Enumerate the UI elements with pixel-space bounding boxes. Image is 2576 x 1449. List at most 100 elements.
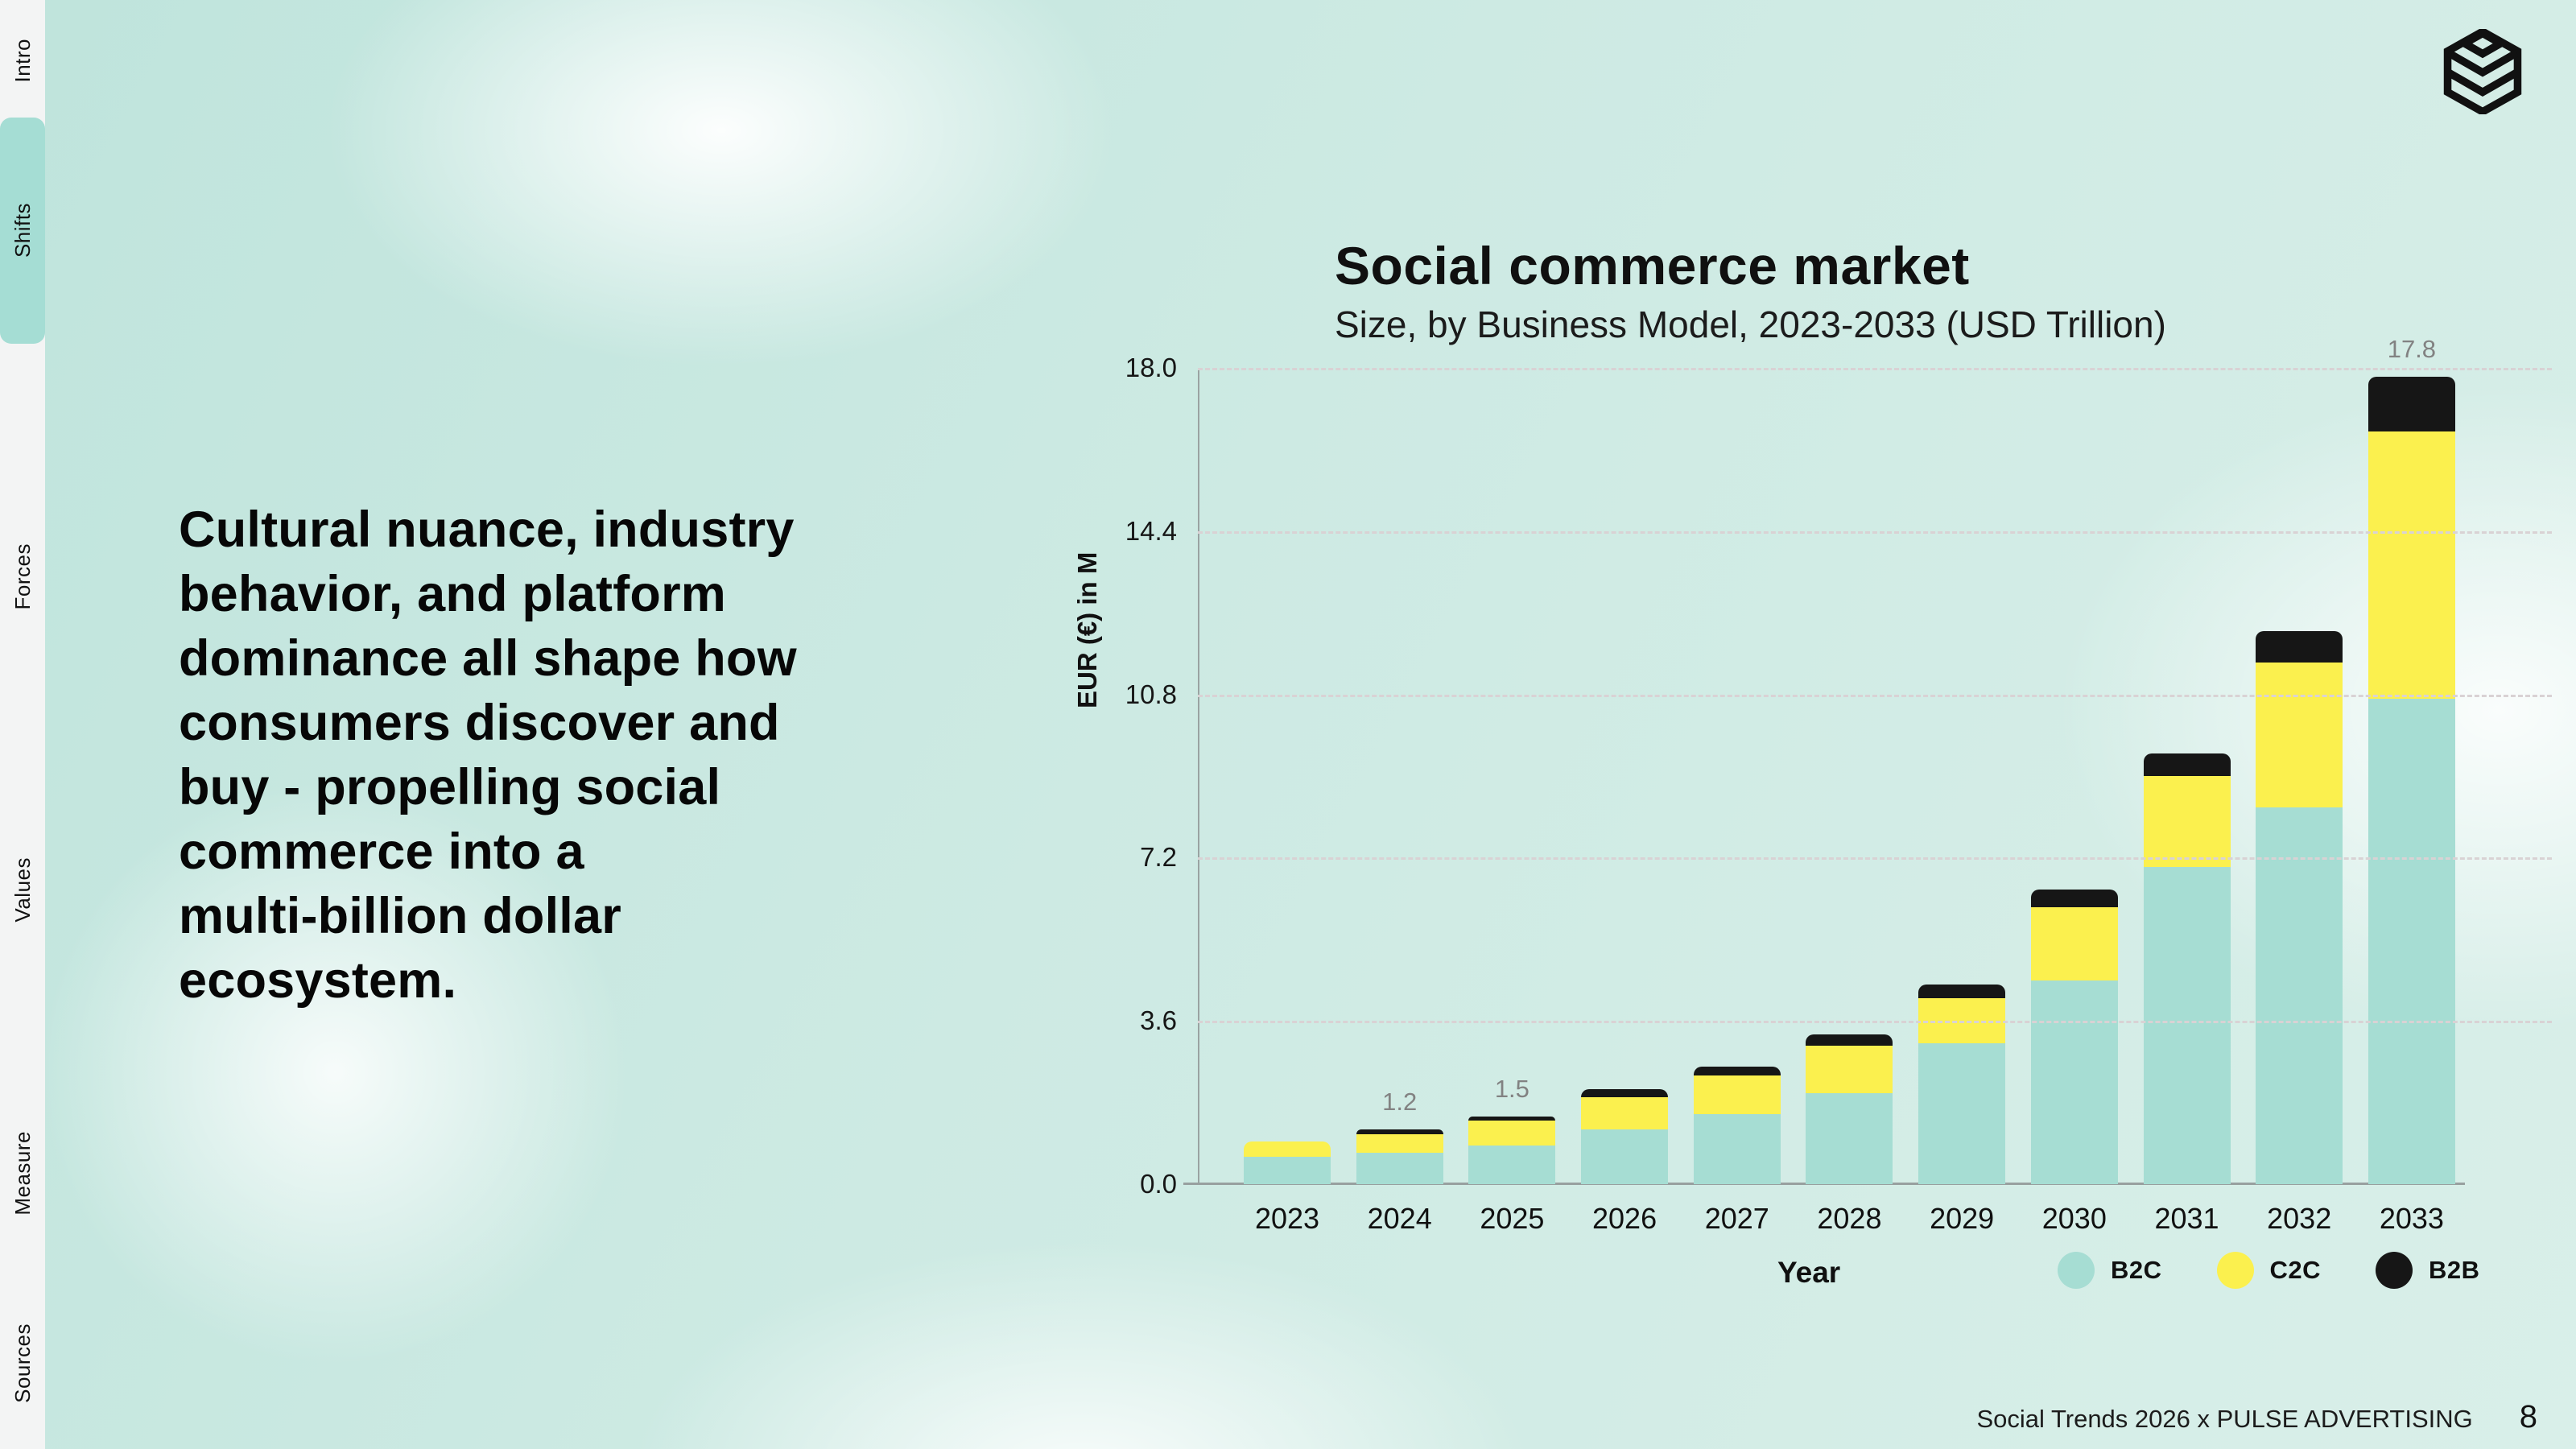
legend-label: B2B bbox=[2429, 1256, 2480, 1284]
legend-label: C2C bbox=[2269, 1256, 2322, 1284]
bar-segment-b2b bbox=[1581, 1088, 1669, 1097]
sidebar-item-forces[interactable]: Forces bbox=[0, 448, 45, 705]
sidebar-item-values[interactable]: Values bbox=[0, 761, 45, 1018]
y-tick-label: 0.0 bbox=[1140, 1169, 1177, 1199]
chart-title: Social commerce market bbox=[1335, 236, 1970, 295]
bar-segment-b2c bbox=[1918, 1043, 2006, 1184]
chart-subtitle: Size, by Business Model, 2023-2033 (USD … bbox=[1335, 303, 2166, 345]
bar-value-label: 1.2 bbox=[1382, 1088, 1418, 1117]
y-tick-label: 7.2 bbox=[1140, 842, 1177, 873]
bar-segment-b2b bbox=[1356, 1129, 1443, 1135]
bar-segment-c2c bbox=[2368, 431, 2455, 700]
y-tick-label: 3.6 bbox=[1140, 1005, 1177, 1036]
bar-segment-b2c bbox=[1244, 1157, 1331, 1184]
bar-segment-b2c bbox=[2030, 980, 2118, 1184]
footer-credit: Social Trends 2026 x PULSE ADVERTISING bbox=[1976, 1405, 2473, 1433]
bar-segment-b2c bbox=[2368, 699, 2455, 1184]
bar-value-label: 1.5 bbox=[1494, 1074, 1530, 1103]
bar-segment-c2c bbox=[1693, 1075, 1781, 1114]
sidebar-item-label: Shifts bbox=[10, 203, 35, 258]
sidebar-item-sources[interactable]: Sources bbox=[0, 1277, 45, 1449]
pulse-logo bbox=[2438, 27, 2528, 117]
x-tick-label: 2025 bbox=[1480, 1202, 1545, 1235]
x-tick-label: 2026 bbox=[1592, 1202, 1657, 1235]
headline-line: behavior, and platform bbox=[179, 566, 727, 622]
gridline bbox=[1198, 857, 2552, 861]
bar-segment-c2c bbox=[1356, 1134, 1443, 1153]
bar-segment-b2c bbox=[1806, 1093, 1893, 1184]
bar-segment-c2c bbox=[2256, 663, 2343, 808]
headline-line: dominance all shape how bbox=[179, 630, 797, 687]
y-tick-label: 14.4 bbox=[1125, 515, 1177, 546]
y-tick-label: 18.0 bbox=[1125, 353, 1177, 382]
page-number: 8 bbox=[2519, 1399, 2537, 1435]
sidebar-item-measure[interactable]: Measure bbox=[0, 1045, 45, 1301]
x-tick-label: 2023 bbox=[1254, 1202, 1320, 1235]
sidebar-item-label: Sources bbox=[10, 1323, 35, 1403]
legend-swatch-icon bbox=[2216, 1252, 2254, 1289]
bar-2032: 2032 bbox=[2256, 368, 2343, 1235]
headline-line: buy - propelling social bbox=[179, 759, 721, 815]
sidebar: Intro Shifts Forces Values Measure Sources bbox=[0, 0, 45, 1449]
bar-segment-c2c bbox=[1806, 1046, 1893, 1094]
footer: Social Trends 2026 x PULSE ADVERTISING 8 bbox=[1976, 1399, 2537, 1435]
headline: Cultural nuance, industry behavior, and p… bbox=[179, 497, 1032, 1013]
chart-legend: B2C C2C B2B bbox=[2058, 1249, 2480, 1291]
bar-2025: 1.5 2025 bbox=[1468, 368, 1556, 1235]
bar-segment-b2b bbox=[1468, 1116, 1556, 1121]
legend-swatch-icon bbox=[2058, 1252, 2095, 1289]
sidebar-item-shifts[interactable]: Shifts bbox=[0, 118, 45, 344]
bar-2030: 2030 bbox=[2030, 368, 2118, 1235]
gridline bbox=[1198, 1021, 2552, 1024]
headline-line: consumers discover and bbox=[179, 695, 780, 751]
legend-item-b2c: B2C bbox=[2058, 1252, 2162, 1289]
bar-2024: 1.2 2024 bbox=[1356, 368, 1443, 1235]
sidebar-item-label: Intro bbox=[10, 38, 35, 83]
sidebar-item-label: Values bbox=[10, 857, 35, 923]
sidebar-item-intro[interactable]: Intro bbox=[0, 0, 45, 121]
bar-segment-c2c bbox=[1581, 1096, 1669, 1130]
bar-2023: 2023 bbox=[1244, 368, 1331, 1235]
headline-line: commerce into a bbox=[179, 824, 584, 880]
bar-2026: 2026 bbox=[1581, 368, 1669, 1235]
legend-item-c2c: C2C bbox=[2216, 1252, 2322, 1289]
legend-item-b2b: B2B bbox=[2376, 1252, 2480, 1289]
stacked-cube-icon bbox=[2443, 27, 2522, 117]
bar-segment-b2c bbox=[2256, 807, 2343, 1184]
bar-2031: 2031 bbox=[2143, 368, 2231, 1235]
headline-line: multi-billion dollar bbox=[179, 888, 621, 944]
x-axis-label: Year bbox=[1777, 1256, 1841, 1289]
bar-segment-b2b bbox=[2030, 889, 2118, 908]
headline-line: Cultural nuance, industry bbox=[179, 502, 795, 558]
bar-segment-b2b bbox=[1693, 1066, 1781, 1075]
headline-line: ecosystem. bbox=[179, 952, 457, 1009]
bar-group: 2023 1.2 2024 1.5 2025 2026 2027 2028 2029 2030 20… bbox=[1244, 335, 2455, 1235]
bar-2028: 2028 bbox=[1806, 368, 1893, 1235]
bar-value-label: 17.8 bbox=[2387, 335, 2437, 364]
y-axis-line bbox=[1198, 368, 1199, 1184]
gridline bbox=[1198, 530, 2552, 534]
gridline bbox=[1198, 694, 2552, 697]
gridline bbox=[1198, 368, 2552, 370]
bar-segment-b2c bbox=[1356, 1152, 1443, 1184]
bar-segment-c2c bbox=[1244, 1141, 1331, 1158]
x-tick-label: 2027 bbox=[1704, 1202, 1769, 1235]
sidebar-item-label: Forces bbox=[10, 543, 35, 610]
bar-segment-b2b bbox=[2256, 630, 2343, 663]
bar-segment-b2c bbox=[1693, 1113, 1781, 1184]
bar-segment-b2c bbox=[1468, 1146, 1556, 1184]
x-tick-label: 2031 bbox=[2154, 1202, 2219, 1235]
plot-area: 2023 1.2 2024 1.5 2025 2026 2027 2028 2029 2030 20… bbox=[1183, 335, 2552, 1235]
x-tick-label: 2028 bbox=[1817, 1202, 1882, 1235]
bar-segment-b2b bbox=[1806, 1034, 1893, 1046]
bar-segment-b2b bbox=[1918, 985, 2006, 999]
bar-segment-c2c bbox=[2143, 776, 2231, 867]
x-tick-label: 2032 bbox=[2267, 1202, 2332, 1235]
sidebar-item-label: Measure bbox=[10, 1130, 35, 1216]
x-tick-label: 2030 bbox=[2041, 1202, 2107, 1235]
bar-segment-b2c bbox=[2143, 866, 2231, 1184]
bar-segment-c2c bbox=[1468, 1121, 1556, 1146]
bar-2027: 2027 bbox=[1693, 368, 1781, 1235]
bar-segment-b2b bbox=[2143, 753, 2231, 777]
